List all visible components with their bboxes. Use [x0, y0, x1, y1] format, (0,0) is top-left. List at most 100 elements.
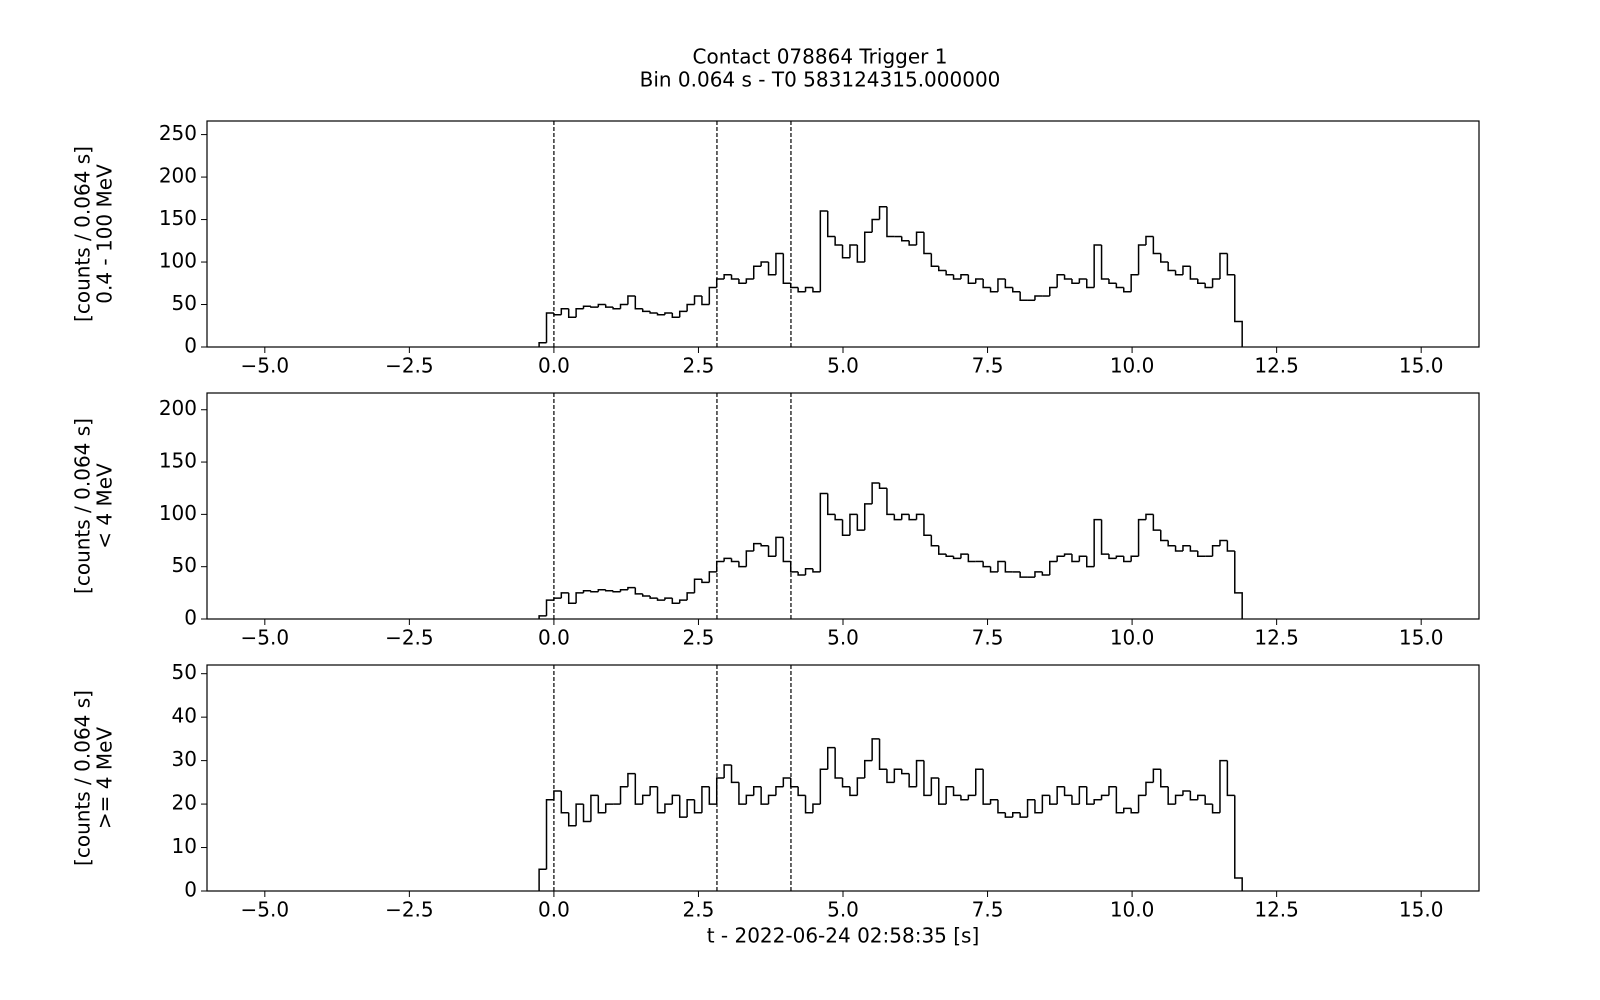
histogram-step [782, 777, 791, 787]
histogram-step [826, 746, 836, 770]
y-axis-label: [counts / 0.064 s] [71, 146, 95, 322]
y-axis-label: [counts / 0.064 s] [71, 690, 95, 866]
histogram-step [604, 304, 614, 308]
histogram-step [678, 599, 688, 604]
x-tick-label: 15.0 [1399, 626, 1444, 650]
y-tick-label: 50 [172, 291, 197, 315]
x-tick-label: 15.0 [1399, 898, 1444, 922]
histogram-step [634, 296, 643, 310]
histogram-step [1108, 554, 1117, 560]
histogram-step [760, 786, 769, 805]
histogram-step [804, 568, 813, 576]
histogram-step [915, 513, 924, 520]
histogram-step [804, 795, 813, 814]
histogram-step [1137, 794, 1146, 813]
histogram-step [1130, 274, 1139, 292]
histogram-step [723, 557, 732, 562]
y-tick-label: 200 [159, 396, 197, 420]
histogram-step [656, 598, 665, 601]
histogram-step [1071, 554, 1080, 563]
y-tick-label: 50 [172, 553, 197, 577]
histogram-step [1219, 759, 1228, 813]
histogram-step [1197, 550, 1206, 557]
histogram-step [678, 310, 688, 318]
histogram-step [1041, 794, 1050, 813]
histogram-step [863, 503, 873, 531]
histogram-step [760, 261, 769, 267]
histogram-step [730, 558, 739, 563]
histogram-step [590, 306, 599, 308]
histogram-step [582, 305, 591, 309]
histogram-step [1145, 513, 1154, 520]
histogram-step [1234, 550, 1243, 619]
histogram-step [908, 773, 917, 788]
histogram-step [767, 545, 776, 557]
histogram-step [634, 773, 643, 805]
panel: [counts / 0.064 s]>= 4 MeV t - 2022-06-24… [71, 660, 1480, 948]
histogram-step [723, 764, 732, 778]
histogram-step [975, 768, 984, 796]
histogram-step [1174, 270, 1183, 276]
x-tick-label: −5.0 [241, 898, 290, 922]
histogram-step [967, 274, 976, 285]
x-tick-label: 10.0 [1110, 626, 1155, 650]
histogram-step [915, 759, 924, 787]
x-tick-label: 7.5 [972, 354, 1004, 378]
x-tick-label: 2.5 [683, 354, 715, 378]
histogram-step [641, 308, 651, 313]
histogram-step [997, 278, 1006, 292]
histogram-step [656, 313, 665, 316]
histogram-step [715, 777, 725, 805]
histogram-step [575, 592, 584, 604]
histogram-step [1137, 518, 1146, 557]
histogram-step [553, 597, 562, 601]
y-tick-label: 0 [184, 334, 197, 358]
histogram-step [841, 245, 850, 259]
histogram-step [1145, 235, 1154, 246]
histogram-step [812, 803, 821, 813]
histogram-step [834, 236, 843, 246]
histogram-step [856, 245, 865, 263]
histogram-step [1049, 795, 1058, 805]
histogram-step [1056, 274, 1065, 288]
histogram-step [1063, 786, 1072, 797]
histogram-step [627, 295, 636, 305]
histogram-step [686, 592, 695, 601]
histogram-step [1123, 556, 1132, 563]
histogram-step [1093, 244, 1102, 288]
y-tick-label: 40 [172, 704, 197, 728]
histogram-step [1123, 287, 1132, 293]
histogram-step [1219, 539, 1228, 546]
histogram-step [819, 768, 828, 805]
histogram-step [945, 785, 954, 805]
histogram-step [1226, 760, 1235, 797]
histogram-step [560, 308, 569, 315]
histogram-step [878, 738, 887, 771]
histogram-step [937, 778, 947, 805]
histogram-step [1189, 791, 1198, 801]
histogram-step [930, 535, 939, 547]
histogram-step [597, 795, 606, 814]
histogram-step [900, 513, 910, 520]
histogram-step [775, 252, 784, 275]
histogram-step [1108, 785, 1117, 796]
y-tick-label: 100 [159, 501, 197, 525]
histogram-step [893, 514, 902, 521]
histogram-step [982, 279, 991, 289]
histogram-step [567, 308, 577, 319]
histogram-step [930, 253, 939, 268]
histogram-step [1137, 244, 1146, 275]
histogram-step [612, 307, 621, 310]
x-tick-label: 10.0 [1110, 354, 1155, 378]
histogram-step [1197, 794, 1206, 800]
histogram-step [582, 804, 591, 823]
histogram-step [693, 799, 702, 814]
histogram-step [1034, 799, 1043, 814]
histogram-step [730, 764, 739, 784]
histogram-step [1100, 519, 1109, 555]
histogram-step [664, 312, 673, 315]
histogram-step [752, 542, 762, 551]
histogram-step [1123, 807, 1132, 813]
histogram-step [1174, 794, 1183, 805]
